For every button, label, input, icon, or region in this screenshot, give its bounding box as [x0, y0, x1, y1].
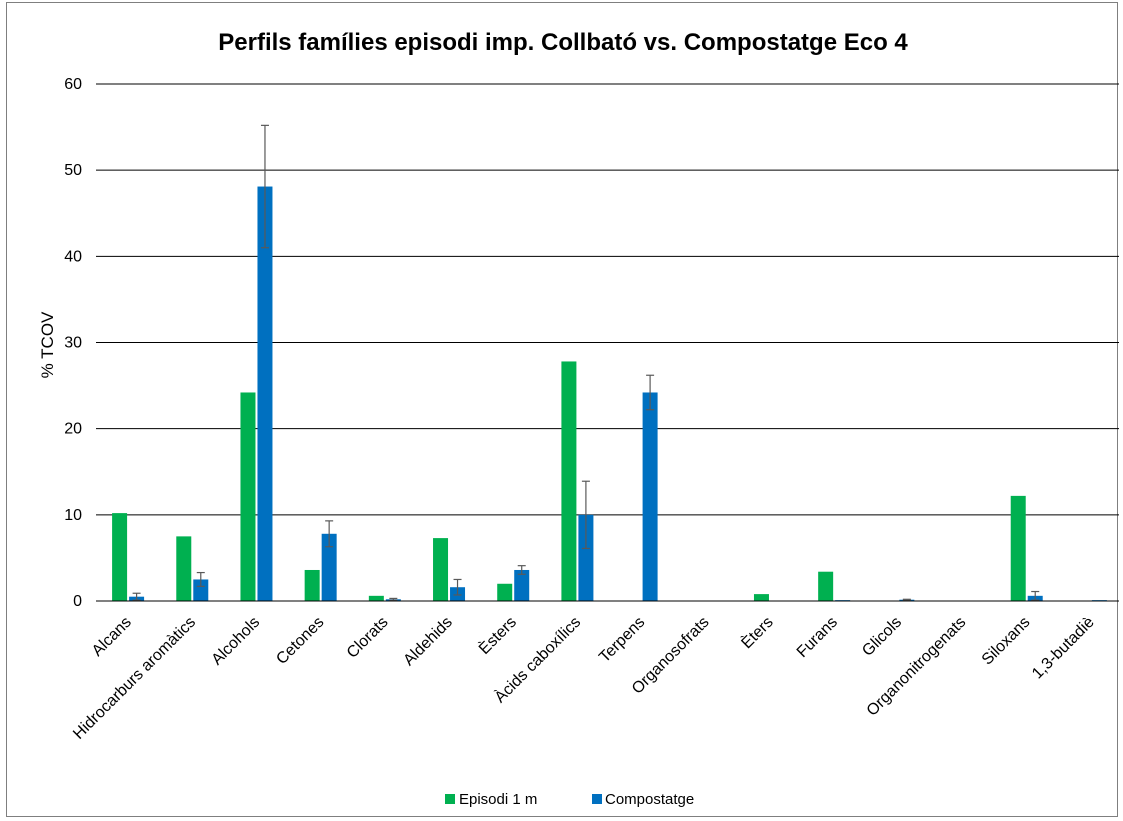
error-bar [453, 578, 462, 596]
bar-episodi [818, 571, 834, 601]
legend-label-compostatge: Compostatge [605, 791, 694, 808]
error-bar [581, 480, 590, 550]
bar-episodi [112, 513, 128, 601]
bar-episodi [368, 595, 384, 601]
bar-episodi [433, 538, 449, 601]
y-axis-label: % TCOV [38, 311, 57, 378]
bar-compostatge [514, 569, 530, 601]
bar-episodi [753, 594, 769, 601]
bar-episodi [561, 361, 577, 601]
x-tick-label: Alcans [89, 614, 135, 660]
y-tick-label: 60 [64, 76, 82, 93]
bar-compostatge [578, 514, 594, 601]
legend-label-episodi: Episodi 1 m [459, 791, 537, 808]
bar-compostatge [321, 533, 337, 601]
error-bar [646, 374, 655, 411]
x-tick-label: Furans [794, 614, 841, 661]
y-tick-label: 20 [64, 421, 82, 438]
chart-title: Perfils famílies episodi imp. Collbató v… [218, 29, 908, 56]
x-tick-label: Glicols [859, 614, 905, 660]
error-bar [517, 565, 526, 575]
legend-swatch-compostatge [592, 794, 602, 804]
y-tick-label: 0 [73, 593, 82, 610]
x-tick-label: Hidrocarburs aromàtics [70, 614, 199, 743]
x-tick-label: Terpens [596, 614, 648, 666]
error-bar [325, 520, 334, 548]
bar-compostatge [193, 579, 209, 601]
bar-episodi [240, 392, 256, 601]
error-bar [196, 571, 205, 587]
bar-episodi [176, 536, 192, 601]
legend-swatch-episodi [445, 794, 455, 804]
error-bar [389, 597, 398, 601]
error-bar [902, 598, 911, 601]
error-bar [260, 124, 269, 249]
y-tick-label: 50 [64, 162, 82, 179]
y-tick-label: 30 [64, 335, 82, 352]
x-tick-label: Èsters [475, 612, 520, 657]
legend: Episodi 1 m Compostatge [445, 791, 694, 808]
x-tick-label: Alcohols [209, 614, 264, 669]
y-tick-labels: 0 10 20 30 40 50 60 [64, 76, 82, 610]
bar-chart: Perfils famílies episodi imp. Collbató v… [38, 29, 1119, 808]
chart-frame: Perfils famílies episodi imp. Collbató v… [6, 2, 1119, 817]
error-bars [132, 124, 1040, 601]
y-tick-label: 10 [64, 507, 82, 524]
x-tick-label: Cetones [273, 614, 327, 668]
x-tick-label: Aldehids [400, 614, 455, 669]
y-tick-label: 40 [64, 248, 82, 265]
x-tick-label: Clorats [344, 614, 392, 662]
bar-episodi [304, 569, 320, 601]
bar-compostatge [257, 186, 273, 601]
x-tick-label: Siloxans [979, 614, 1034, 669]
bar-episodi [1010, 495, 1026, 601]
error-bar [132, 592, 141, 601]
x-tick-label: 1,3-butadiè [1029, 614, 1098, 683]
error-bar [1031, 590, 1040, 601]
bars [112, 186, 1107, 601]
x-tick-label: Èters [737, 612, 777, 652]
bar-compostatge [642, 392, 658, 601]
bar-episodi [497, 583, 513, 601]
